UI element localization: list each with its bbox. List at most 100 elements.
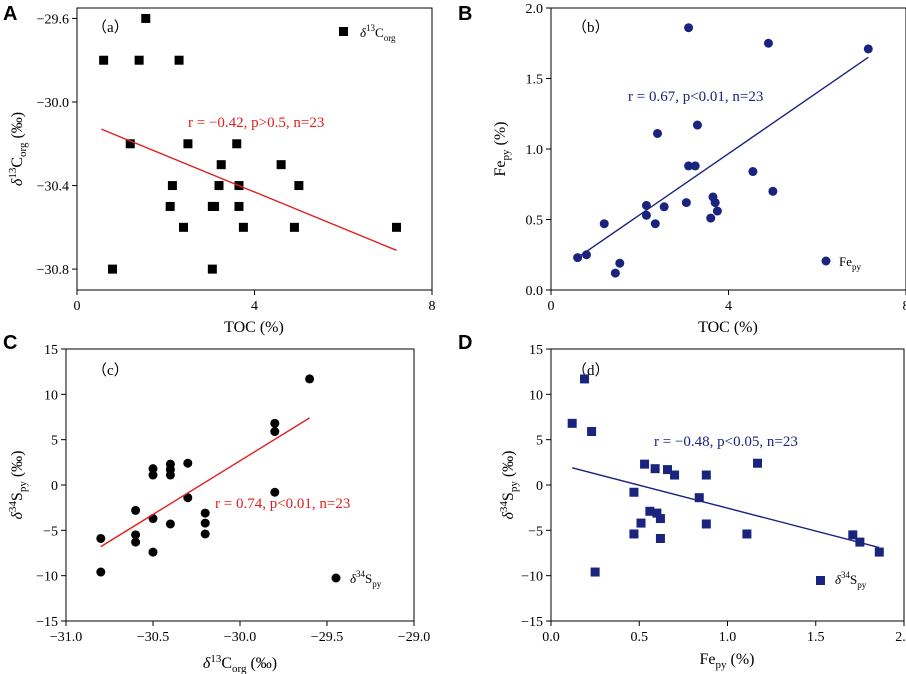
y-tick-label: 5 <box>536 434 543 449</box>
data-point <box>692 120 702 130</box>
x-tick-label: −31.0 <box>50 630 82 645</box>
y-label-symbol: δ <box>9 512 26 520</box>
data-point <box>141 13 151 23</box>
panel-sub-label: （a） <box>92 19 129 36</box>
data-point <box>200 529 210 539</box>
y-tick-label: 5 <box>51 434 58 449</box>
data-point <box>748 167 758 177</box>
y-tick-label: −10 <box>36 570 58 585</box>
y-label-subscript: py <box>500 149 512 161</box>
marks <box>573 23 873 278</box>
legend-marker <box>331 573 341 583</box>
y-label-unit: (‰) <box>9 451 26 482</box>
legend-element: Fe <box>839 254 852 269</box>
data-point <box>179 222 188 232</box>
data-point <box>148 547 158 557</box>
x-label-element: C <box>221 655 232 672</box>
y-tick-label: −29.6 <box>37 12 69 27</box>
panel-letter-d: D <box>458 332 472 354</box>
legend-element: S <box>365 571 372 586</box>
x-label-superscript: 13 <box>210 653 222 665</box>
x-label-subscript: org <box>232 663 247 674</box>
data-point <box>148 514 158 524</box>
x-tick-label: −29.5 <box>311 630 343 645</box>
panel-letter-b: B <box>458 3 472 25</box>
legend-subscript: py <box>857 580 867 590</box>
data-point <box>183 493 193 503</box>
y-label-subscript: py <box>17 481 29 493</box>
data-point <box>305 374 315 384</box>
x-label-subscript: py <box>716 659 728 671</box>
plot-frame <box>550 7 906 291</box>
y-tick-label: 10 <box>529 388 543 403</box>
y-tick-label: 0.5 <box>526 214 544 229</box>
correlation-annotation: r = −0.42, p>0.5, n=23 <box>188 115 324 131</box>
regression-line <box>100 417 310 548</box>
data-point <box>232 139 242 149</box>
data-point <box>270 487 280 497</box>
data-point <box>567 418 577 428</box>
data-point <box>165 519 175 529</box>
y-axis-label: δ34Spy (‰) <box>7 451 29 520</box>
y-tick-label: 1.5 <box>526 73 544 88</box>
data-point <box>615 258 625 268</box>
legend-superscript: 13 <box>366 23 376 33</box>
data-point <box>294 181 304 191</box>
data-point <box>167 181 177 191</box>
data-point <box>701 519 711 529</box>
panel-c: C （c） r = 0.74, p<0.01, n=23 δ34Spy −31.… <box>3 332 430 674</box>
x-tick-label: −30.5 <box>137 630 169 645</box>
x-label-unit: (‰) <box>246 655 277 672</box>
y-axis-label: δ13Corg (‰) <box>7 112 29 186</box>
data-point <box>848 530 858 540</box>
legend-marker <box>339 27 348 36</box>
data-point <box>694 493 704 503</box>
panel-letter-c: C <box>3 332 17 354</box>
data-point <box>289 222 299 232</box>
data-point <box>863 44 873 54</box>
data-point <box>125 139 135 149</box>
x-tick-label: 2.0 <box>895 630 906 645</box>
y-tick-label: 1.0 <box>526 143 544 158</box>
data-point <box>580 374 590 384</box>
data-point <box>392 222 401 232</box>
y-tick-label: 0 <box>51 479 58 494</box>
legend-subscript: py <box>372 579 382 589</box>
data-point <box>148 470 158 480</box>
panel-sub-label: （d） <box>572 362 610 379</box>
legend-symbol: δ <box>350 571 357 586</box>
data-point <box>684 161 694 171</box>
data-point <box>768 186 778 196</box>
data-point <box>108 264 117 274</box>
marks <box>96 374 315 577</box>
y-tick-label: 15 <box>44 343 58 358</box>
data-point <box>200 508 210 518</box>
data-point <box>610 268 620 278</box>
x-tick-label: 0 <box>74 299 81 314</box>
data-point <box>131 537 141 547</box>
data-point <box>641 210 651 220</box>
x-tick-label: 0.5 <box>631 630 649 645</box>
data-point <box>174 55 184 65</box>
data-point <box>210 201 220 211</box>
y-label-subscript: py <box>508 481 520 493</box>
x-tick-label: 4 <box>251 299 258 314</box>
x-tick-label: 0 <box>548 299 555 314</box>
correlation-annotation: r = −0.48, p<0.05, n=23 <box>654 434 798 450</box>
data-point <box>629 529 639 539</box>
x-axis-label: Fepy (%) <box>700 651 755 671</box>
x-ticks: 0.0 0.5 1.0 1.5 2.0 <box>542 621 906 645</box>
correlation-annotation: r = 0.67, p<0.01, n=23 <box>628 89 763 105</box>
data-point <box>710 198 720 208</box>
data-point <box>148 464 158 474</box>
y-tick-label: −15 <box>36 615 58 630</box>
y-tick-label: 10 <box>44 388 58 403</box>
x-ticks: −31.0 −30.5 −30.0 −29.5 −29.0 <box>50 621 430 645</box>
data-point <box>590 567 600 577</box>
y-axis-label: Fepy (%) <box>492 122 512 177</box>
x-tick-label: −30.0 <box>224 630 256 645</box>
x-label-unit: (%) <box>727 651 755 668</box>
